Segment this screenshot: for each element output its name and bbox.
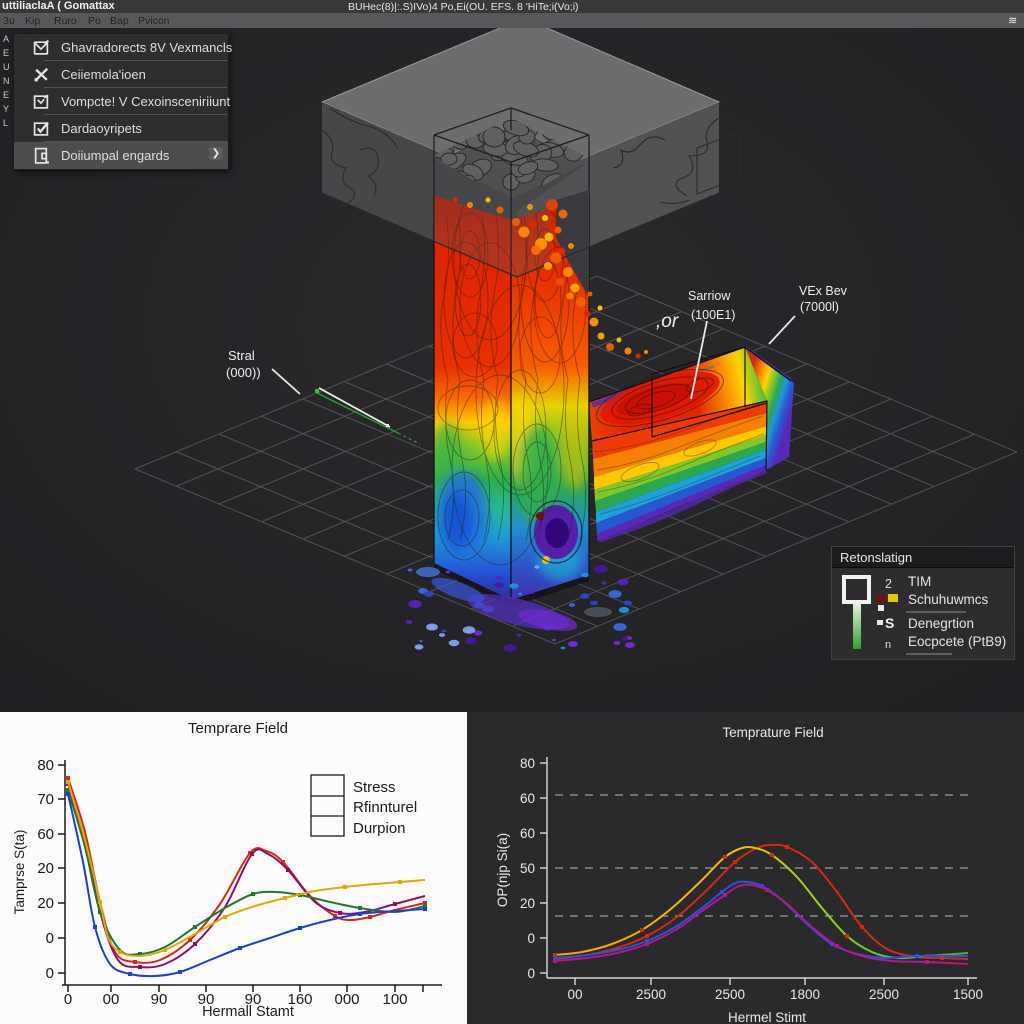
svg-text:Tamprse S(ta): Tamprse S(ta): [12, 830, 27, 915]
svg-text:0: 0: [527, 931, 535, 946]
svg-text:Temprare Field: Temprare Field: [188, 720, 288, 737]
svg-text:S: S: [885, 615, 894, 631]
svg-text:90: 90: [198, 991, 215, 1008]
svg-text:000: 000: [334, 991, 359, 1008]
svg-text:00: 00: [567, 987, 582, 1002]
svg-text:2500: 2500: [636, 987, 666, 1002]
svg-text:,or: ,or: [656, 311, 679, 332]
svg-text:60: 60: [520, 791, 535, 806]
svg-text:0: 0: [527, 966, 535, 981]
svg-text:160: 160: [287, 991, 312, 1008]
svg-text:100: 100: [382, 991, 407, 1008]
svg-text:Hermel Stimt: Hermel Stimt: [728, 1010, 806, 1024]
svg-text:Denegrtion: Denegrtion: [908, 616, 974, 631]
svg-text:2500: 2500: [869, 987, 899, 1002]
svg-text:0: 0: [46, 965, 54, 982]
svg-text:2500: 2500: [715, 987, 745, 1002]
svg-text:Temprature Field: Temprature Field: [722, 725, 823, 740]
svg-text:Eocpcete (PtB9): Eocpcete (PtB9): [908, 634, 1006, 649]
svg-text:00: 00: [103, 991, 120, 1008]
svg-text:Durpion: Durpion: [353, 820, 406, 837]
svg-text:Schuhuwmcs: Schuhuwmcs: [908, 592, 989, 607]
svg-text:50: 50: [520, 861, 535, 876]
svg-text:70: 70: [37, 791, 54, 808]
svg-text:Sarriow: Sarriow: [688, 289, 731, 303]
svg-text:(7000l): (7000l): [800, 300, 839, 314]
svg-text:n: n: [885, 639, 891, 651]
svg-text:60: 60: [37, 826, 54, 843]
svg-text:Stral: Stral: [228, 348, 255, 363]
svg-text:60: 60: [520, 826, 535, 841]
svg-text:TIM: TIM: [908, 574, 931, 589]
svg-text:1500: 1500: [953, 987, 983, 1002]
svg-text:(000)): (000)): [226, 365, 261, 380]
svg-text:2: 2: [885, 577, 892, 591]
svg-text:Hermall Stamt: Hermall Stamt: [202, 1004, 294, 1020]
svg-text:20: 20: [37, 895, 54, 912]
svg-text:1800: 1800: [790, 987, 820, 1002]
svg-text:90: 90: [245, 991, 262, 1008]
svg-text:20: 20: [520, 896, 535, 911]
svg-text:(100E1): (100E1): [691, 308, 735, 322]
svg-text:90: 90: [151, 991, 168, 1008]
svg-text:80: 80: [520, 756, 535, 771]
svg-text:Rfinnturel: Rfinnturel: [353, 799, 417, 816]
svg-text:0: 0: [64, 991, 72, 1008]
svg-text:80: 80: [37, 757, 54, 774]
svg-text:20: 20: [37, 860, 54, 877]
svg-text:Stress: Stress: [353, 779, 396, 796]
svg-text:OP(njp Si(a): OP(njp Si(a): [495, 833, 510, 907]
svg-text:0: 0: [46, 930, 54, 947]
svg-text:VEx Bev: VEx Bev: [799, 284, 848, 298]
